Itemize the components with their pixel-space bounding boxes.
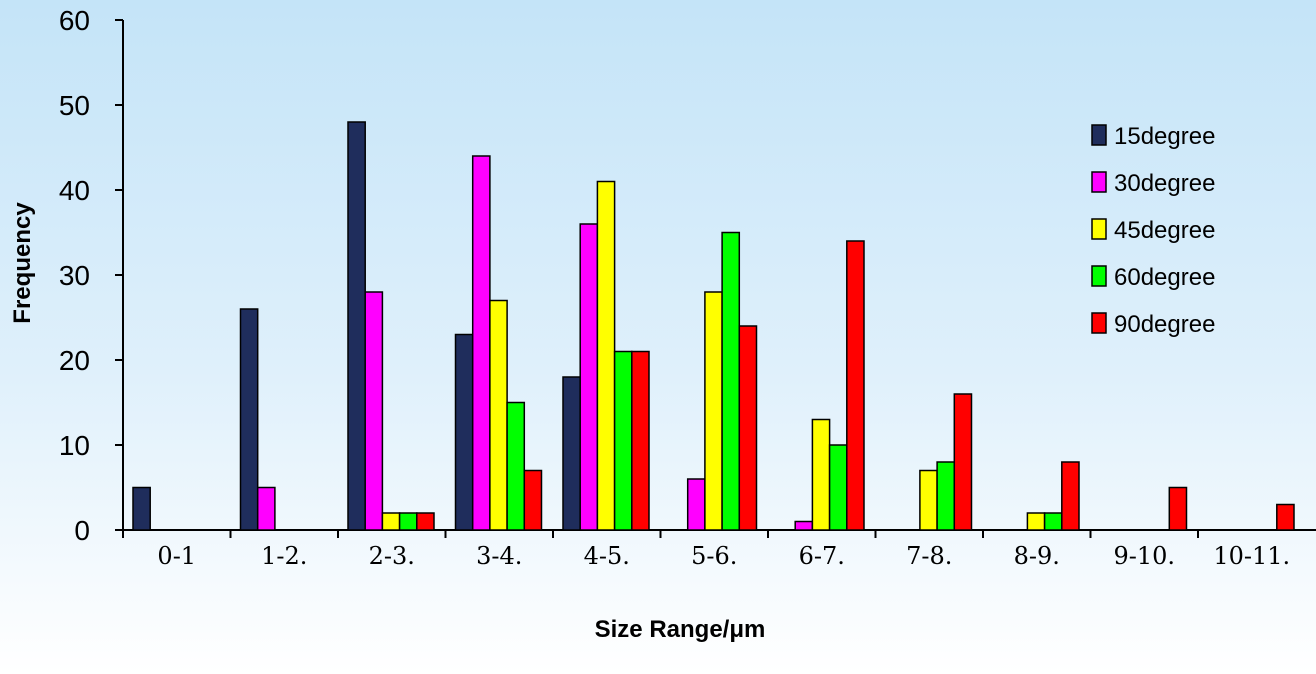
bar-60degree-2-3. [398, 512, 418, 531]
legend-label: 45degree [1114, 217, 1215, 244]
y-tick-label: 50 [59, 90, 90, 121]
legend: 15degree 30degree 45degree 60degree 90degree [1091, 123, 1215, 338]
y-tick-label: 10 [59, 430, 90, 461]
legend-swatch-30degree [1091, 171, 1107, 193]
legend-label: 90degree [1114, 311, 1215, 338]
x-axis-title: Size Range/μm [595, 616, 766, 643]
bar-45degree-6-7. [811, 418, 831, 531]
bar-60degree-8-9. [1043, 512, 1063, 531]
bar-15degree-3-4. [454, 333, 474, 531]
x-tick-label: 2-3. [369, 542, 415, 570]
x-tick-label: 3-4. [476, 542, 522, 570]
bar-60degree-6-7. [828, 444, 848, 531]
bar-15degree-2-3. [347, 121, 366, 531]
bar-90degree-8-9. [1061, 461, 1080, 531]
legend-swatch-90degree [1091, 312, 1107, 334]
bars [132, 121, 1295, 531]
bar-45degree-7-8. [919, 469, 938, 531]
bar-90degree-4-5. [631, 350, 650, 531]
bar-60degree-3-4. [506, 401, 526, 531]
bar-30degree-6-7. [794, 520, 814, 531]
x-tick-label: 9-10. [1113, 542, 1175, 570]
bar-45degree-2-3. [381, 512, 401, 531]
x-tick-label: 10-11. [1213, 542, 1290, 570]
bar-45degree-8-9. [1026, 512, 1046, 531]
bar-30degree-3-4. [471, 155, 491, 531]
legend-label: 60degree [1114, 264, 1215, 291]
bar-90degree-2-3. [416, 512, 435, 531]
bar-15degree-1-2. [239, 308, 259, 531]
x-tick-label: 5-6. [691, 542, 737, 570]
bar-60degree-4-5. [613, 350, 633, 531]
y-ticks: 0 10 20 30 40 50 60 [59, 5, 123, 546]
bar-30degree-4-5. [579, 223, 599, 531]
legend-swatch-15degree [1091, 124, 1107, 146]
bar-45degree-5-6. [704, 291, 723, 531]
bar-90degree-9-10. [1168, 486, 1188, 531]
bar-15degree-0-1 [132, 486, 151, 531]
bar-15degree-4-5. [562, 376, 581, 531]
bar-45degree-4-5. [596, 180, 616, 531]
bar-90degree-10-11. [1276, 503, 1295, 531]
legend-label: 15degree [1114, 123, 1215, 150]
y-tick-label: 0 [74, 515, 90, 546]
y-tick-label: 30 [59, 260, 90, 291]
legend-label: 30degree [1114, 170, 1215, 197]
bar-60degree-7-8. [936, 461, 956, 531]
y-tick-label: 20 [59, 345, 90, 376]
legend-swatch-60degree [1091, 265, 1107, 287]
x-tick-label: 8-9. [1014, 542, 1060, 570]
x-tick-label: 4-5. [584, 542, 630, 570]
bar-30degree-2-3. [364, 291, 384, 531]
bar-90degree-5-6. [738, 325, 758, 531]
bar-30degree-5-6. [686, 478, 706, 531]
bar-90degree-6-7. [846, 240, 865, 531]
y-axis-title: Frequency [9, 202, 36, 324]
bar-90degree-3-4. [523, 469, 543, 531]
bar-45degree-3-4. [489, 299, 508, 531]
bar-60degree-5-6. [721, 231, 741, 531]
x-tick-label: 1-2. [261, 542, 307, 570]
x-ticks: 0-1 1-2. 2-3. 3-4. 4-5. 5-6. 6-7. 7-8. 8-9. 9-10.… [122, 530, 1290, 570]
bar-90degree-7-8. [953, 393, 973, 531]
y-tick-label: 40 [59, 175, 90, 206]
x-tick-label: 0-1 [157, 542, 196, 570]
bar-30degree-1-2. [256, 486, 276, 531]
x-tick-label: 6-7. [799, 542, 845, 570]
x-tick-label: 7-8. [906, 542, 952, 570]
y-tick-label: 60 [59, 5, 90, 36]
legend-swatch-45degree [1091, 218, 1107, 240]
